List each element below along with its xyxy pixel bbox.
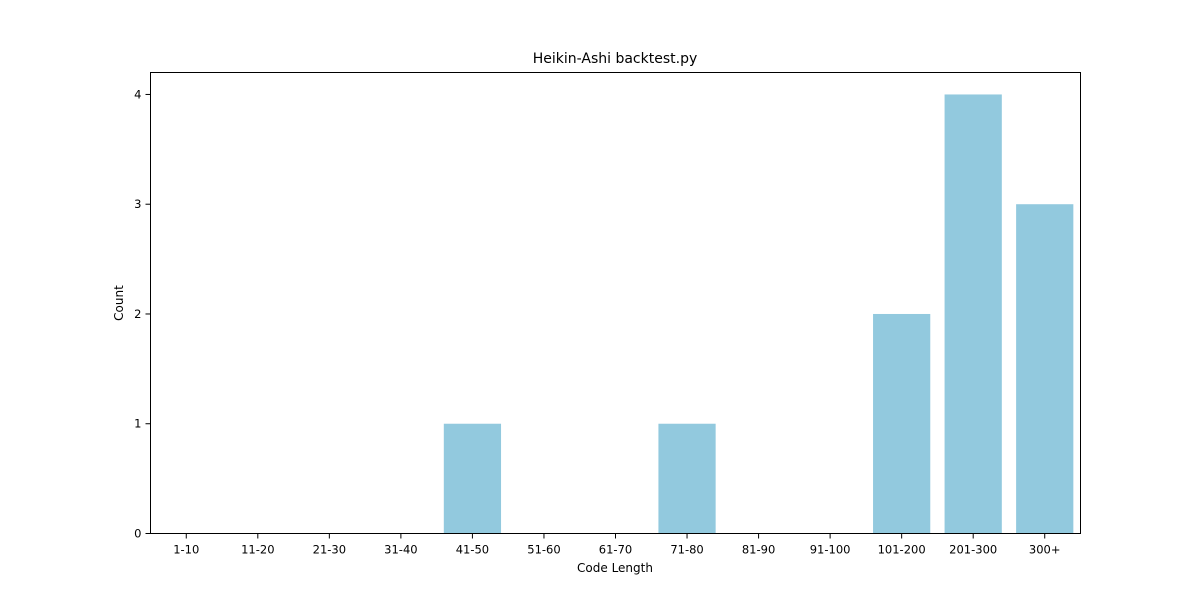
y-tick-label: 4 [134, 87, 141, 101]
bar-71-80 [658, 423, 716, 534]
y-tick-label: 1 [134, 417, 141, 431]
x-tick-label: 31-40 [384, 543, 417, 557]
x-tick-label: 61-70 [599, 543, 632, 557]
x-tick-label: 51-60 [527, 543, 560, 557]
x-axis: 1-10 11-20 21-30 31-40 41-50 51-60 61-70 71-80 8… [173, 533, 1061, 557]
x-axis-label: Code Length [577, 561, 653, 575]
x-tick-label: 101-200 [878, 543, 926, 557]
bar-41-50 [443, 423, 502, 534]
x-tick-label: 1-10 [173, 543, 199, 557]
y-tick-label: 3 [134, 197, 141, 211]
x-tick-label: 71-80 [670, 543, 703, 557]
y-axis-label: Count [112, 285, 126, 321]
bars-group [443, 94, 1074, 534]
x-tick-label: 21-30 [313, 543, 346, 557]
bar-300+ [1016, 204, 1074, 534]
x-tick-label: 41-50 [456, 543, 489, 557]
x-tick-label: 201-300 [949, 543, 997, 557]
x-tick-label: 81-90 [742, 543, 775, 557]
x-tick-label: 91-100 [810, 543, 851, 557]
chart-title: Heikin-Ashi backtest.py [533, 51, 698, 67]
bar-101-200 [873, 313, 931, 534]
x-tick-label: 11-20 [241, 543, 274, 557]
y-tick-label: 0 [134, 527, 141, 541]
y-axis: 0 1 2 3 4 [134, 87, 151, 541]
y-tick-label: 2 [134, 307, 141, 321]
x-tick-label: 300+ [1029, 543, 1061, 557]
plot-frame [150, 72, 1081, 534]
bar-201-300 [944, 94, 1002, 534]
